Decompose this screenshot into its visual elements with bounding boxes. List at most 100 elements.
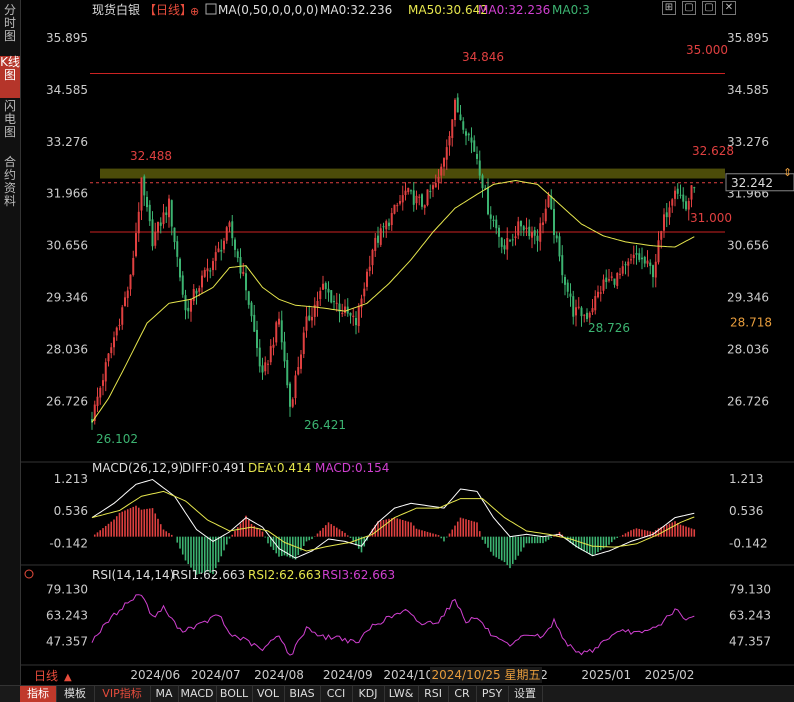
candle-body [316, 301, 319, 308]
candle-body [652, 265, 654, 278]
price-label-line_35: 35.000 [686, 43, 728, 57]
candle-body [454, 99, 456, 121]
candle-body [368, 266, 371, 271]
macd-y-tick-right: 1.213 [729, 472, 763, 486]
rsi-y-tick-left: 63.243 [46, 609, 88, 623]
candle-body [344, 306, 346, 313]
left-tab-0[interactable]: 分时图 [3, 3, 16, 43]
candle-body [99, 387, 102, 398]
candle-body [327, 288, 330, 293]
candle-body [558, 236, 561, 257]
candle-body [616, 272, 619, 286]
candle-body [687, 201, 690, 210]
layout-icon[interactable]: ⊞ [662, 1, 676, 15]
header-ma0_2: MA0:32.236 [478, 3, 550, 17]
candle-body [619, 273, 621, 275]
candle-body [418, 196, 421, 198]
candle-body [506, 238, 509, 250]
rsi-panel: 79.130 79.130 63.243 63.243 47.357 47.357 [46, 583, 771, 656]
macd-header-title: MACD(26,12,9) [92, 461, 183, 475]
left-tab-2[interactable]: 闪电图 [3, 99, 16, 139]
candle-body [627, 261, 630, 266]
macd-panel: 1.213 1.213 0.536 0.536 -0.142 -0.142 [49, 472, 768, 575]
candle-body [198, 288, 201, 292]
bottom-tab-8[interactable]: CCI [320, 686, 353, 702]
bottom-tab-1[interactable]: 模板 [56, 686, 95, 702]
candle-body [107, 353, 110, 362]
bottom-tab-2[interactable]: VIP指标 [94, 686, 151, 702]
x-tick: 2024/10 [383, 668, 433, 682]
candle-body [311, 316, 313, 321]
candle-body [434, 183, 437, 188]
bottom-tab-12[interactable]: CR [448, 686, 477, 702]
candle-body [137, 211, 140, 234]
candle-body [509, 240, 511, 242]
bottom-tab-9[interactable]: KDJ [352, 686, 385, 702]
candle-body [291, 399, 294, 407]
candle-body [547, 194, 550, 208]
candle-body [168, 198, 170, 218]
candle-body [371, 249, 374, 266]
candle-body [162, 212, 165, 225]
bottom-tab-11[interactable]: RSI [418, 686, 449, 702]
candle-body [429, 191, 432, 193]
candle-body [404, 190, 407, 196]
bottom-tab-6[interactable]: VOL [252, 686, 285, 702]
candle-body [143, 176, 146, 196]
candle-body [514, 236, 517, 238]
macd-y-tick-left: -0.142 [49, 536, 88, 550]
candle-body [621, 266, 624, 274]
restore-icon[interactable]: ▢ [682, 1, 696, 15]
candle-body [157, 222, 159, 233]
candle-body [660, 231, 663, 240]
candle-body [195, 290, 198, 294]
candle-body [470, 137, 473, 143]
maximize-icon[interactable]: ▢ [702, 1, 716, 15]
close-icon[interactable]: ✕ [722, 1, 736, 15]
y-tick-left: 31.966 [46, 187, 88, 201]
bottom-tab-3[interactable]: MA [150, 686, 179, 702]
bottom-tab-0[interactable]: 指标 [20, 686, 57, 702]
candle-body [135, 233, 137, 257]
candle-body [283, 341, 286, 362]
candle-body [410, 190, 412, 192]
candle-body [674, 190, 676, 199]
bottom-tab-14[interactable]: 设置 [508, 686, 543, 702]
bottom-tab-4[interactable]: MACD [178, 686, 217, 702]
price-label-swing_low: 28.726 [588, 321, 630, 335]
candle-body [586, 312, 588, 320]
indicator-headers: 现货白银 【日线】 MA(0,50,0,0,0,0) MA0:32.236 MA50:3… [24, 2, 590, 582]
left-tab-1[interactable]: K线图 [0, 56, 20, 98]
crosshair-price: 28.718 [730, 315, 772, 329]
rsi-y-tick-right: 63.243 [729, 609, 771, 623]
candle-body [294, 375, 297, 399]
candle-body [599, 292, 602, 294]
candle-body [305, 316, 308, 331]
bottom-tab-13[interactable]: PSY [476, 686, 509, 702]
candle-body [473, 140, 476, 152]
candle-body [187, 307, 190, 312]
candle-body [234, 239, 236, 250]
candle-body [239, 256, 242, 274]
candle-body [236, 251, 239, 258]
candle-body [385, 221, 388, 230]
y-tick-right: 30.656 [727, 239, 769, 253]
candle-body [203, 269, 206, 277]
candle-body [536, 235, 539, 241]
bottom-tab-10[interactable]: LW& [384, 686, 419, 702]
bottom-tab-5[interactable]: BOLL [216, 686, 253, 702]
candle-body [423, 205, 426, 208]
candle-body [322, 283, 324, 290]
candle-body [228, 222, 231, 227]
header-ma_value: MA0:32.236 [320, 3, 392, 17]
left-tab-3[interactable]: 合约资料 [3, 155, 16, 208]
chart-area[interactable]: 34.846 35.000 32.488 32.628 31.000 28.726 26.4… [20, 0, 794, 685]
panel-dot-icon [24, 569, 34, 579]
candle-body [330, 290, 333, 303]
bottom-tab-7[interactable]: BIAS [284, 686, 321, 702]
candle-body [632, 254, 635, 259]
macd-header-diff: DIFF:0.491 [182, 461, 246, 475]
y-tick-left: 30.656 [46, 239, 88, 253]
candle-body [212, 261, 214, 271]
candle-body [374, 237, 377, 251]
